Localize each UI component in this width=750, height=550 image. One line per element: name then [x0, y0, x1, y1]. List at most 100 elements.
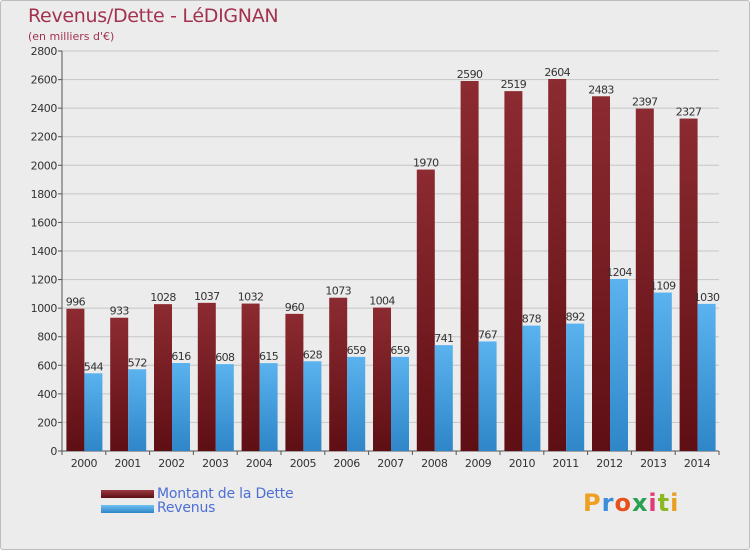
data-label-debt: 2604 [544, 66, 570, 79]
data-label-revenue: 1109 [650, 280, 676, 293]
data-label-debt: 1028 [150, 291, 176, 304]
chart-subtitle: (en milliers d'€) [28, 30, 115, 43]
y-tick-label: 200 [37, 416, 57, 429]
chart-title: Revenus/Dette - LéDIGNAN [28, 5, 279, 27]
bar-debt [679, 118, 698, 452]
bar-revenue [347, 356, 366, 451]
data-label-debt: 1037 [194, 290, 220, 303]
y-tick-label: 1400 [31, 245, 58, 258]
logo-letter: t [657, 489, 671, 517]
x-tick-label: 2007 [377, 457, 404, 470]
proxiti-logo: Proxiti [583, 489, 679, 517]
data-label-debt: 2590 [457, 68, 483, 81]
bar-revenue [259, 363, 278, 451]
logo-letter: x [631, 489, 649, 517]
bar-debt [373, 307, 391, 451]
data-label-debt: 2397 [632, 96, 658, 109]
bar-revenue [434, 345, 453, 451]
logo-letter: o [614, 489, 632, 517]
data-label-debt: 996 [66, 296, 86, 309]
data-label-revenue: 1030 [694, 291, 720, 304]
bar-revenue [303, 361, 322, 451]
x-tick-label: 2004 [246, 457, 273, 470]
x-tick-label: 2000 [71, 457, 98, 470]
bar-debt [416, 169, 435, 452]
legend-label-debt: Montant de la Dette [157, 486, 294, 502]
x-tick-label: 2009 [465, 457, 492, 470]
x-tick-label: 2001 [114, 457, 140, 470]
data-label-revenue: 741 [434, 332, 453, 345]
bar-debt [592, 96, 610, 452]
bar-debt [66, 308, 85, 451]
data-label-revenue: 616 [171, 350, 191, 363]
bar-revenue [84, 373, 103, 451]
y-tick-label: 800 [37, 331, 57, 344]
x-tick-label: 2003 [202, 457, 229, 470]
x-tick-label: 2006 [333, 457, 360, 470]
data-label-revenue: 572 [128, 356, 147, 369]
x-tick-label: 2013 [640, 457, 667, 470]
data-label-revenue: 659 [347, 344, 367, 357]
y-tick-label: 0 [50, 445, 57, 458]
bar-revenue [128, 369, 147, 451]
bar-debt [241, 303, 260, 451]
data-label-debt: 2327 [676, 106, 702, 119]
y-tick-label: 1800 [31, 188, 58, 201]
y-tick-label: 1600 [31, 216, 58, 229]
y-tick-label: 1200 [31, 274, 58, 287]
legend-swatch-debt [101, 490, 154, 498]
data-label-debt: 933 [110, 305, 130, 318]
bar-revenue [172, 363, 190, 451]
data-label-revenue: 615 [259, 350, 279, 363]
y-tick-label: 600 [37, 359, 57, 372]
bar-debt [548, 79, 567, 451]
data-label-debt: 2483 [588, 83, 614, 96]
bar-debt [154, 304, 172, 451]
y-tick-label: 2000 [31, 159, 58, 172]
bar-debt [285, 313, 304, 451]
legend-label-revenue: Revenus [157, 500, 216, 516]
data-label-debt: 1970 [413, 157, 439, 170]
data-label-debt: 960 [285, 301, 305, 314]
bar-debt [504, 91, 523, 452]
y-tick-label: 2600 [31, 74, 58, 87]
data-label-revenue: 1204 [606, 266, 632, 279]
bar-debt [460, 81, 479, 451]
bar-revenue [697, 303, 716, 451]
logo-letter: i [670, 489, 680, 517]
logo-letter: r [601, 489, 615, 517]
bar-revenue [391, 356, 409, 451]
x-tick-label: 2014 [684, 457, 711, 470]
y-tick-label: 2800 [31, 45, 58, 58]
x-tick-label: 2010 [509, 457, 536, 470]
data-label-debt: 1073 [325, 285, 351, 298]
bar-debt [329, 297, 348, 451]
logo-letter: i [648, 489, 658, 517]
x-tick-label: 2008 [421, 457, 448, 470]
legend-swatch-revenue [101, 505, 154, 513]
data-label-revenue: 892 [566, 311, 585, 324]
data-label-revenue: 544 [84, 360, 104, 373]
data-label-debt: 1004 [369, 295, 395, 308]
bar-revenue [610, 279, 628, 451]
bar-debt [635, 108, 654, 452]
data-label-debt: 2519 [501, 78, 527, 91]
y-tick-label: 400 [37, 388, 57, 401]
bar-revenue [215, 364, 234, 451]
x-tick-label: 2005 [290, 457, 317, 470]
x-tick-label: 2011 [552, 457, 578, 470]
bar-revenue [653, 292, 672, 451]
data-label-revenue: 767 [478, 328, 498, 341]
bar-revenue [478, 341, 497, 451]
y-tick-label: 2400 [31, 102, 58, 115]
data-label-debt: 1032 [238, 291, 264, 304]
bar-debt [110, 317, 129, 451]
y-tick-label: 2200 [31, 131, 58, 144]
bar-debt [197, 302, 216, 451]
y-tick-label: 1000 [31, 302, 58, 315]
data-label-revenue: 878 [522, 313, 542, 326]
x-tick-label: 2012 [596, 457, 622, 470]
x-tick-label: 2002 [158, 457, 184, 470]
